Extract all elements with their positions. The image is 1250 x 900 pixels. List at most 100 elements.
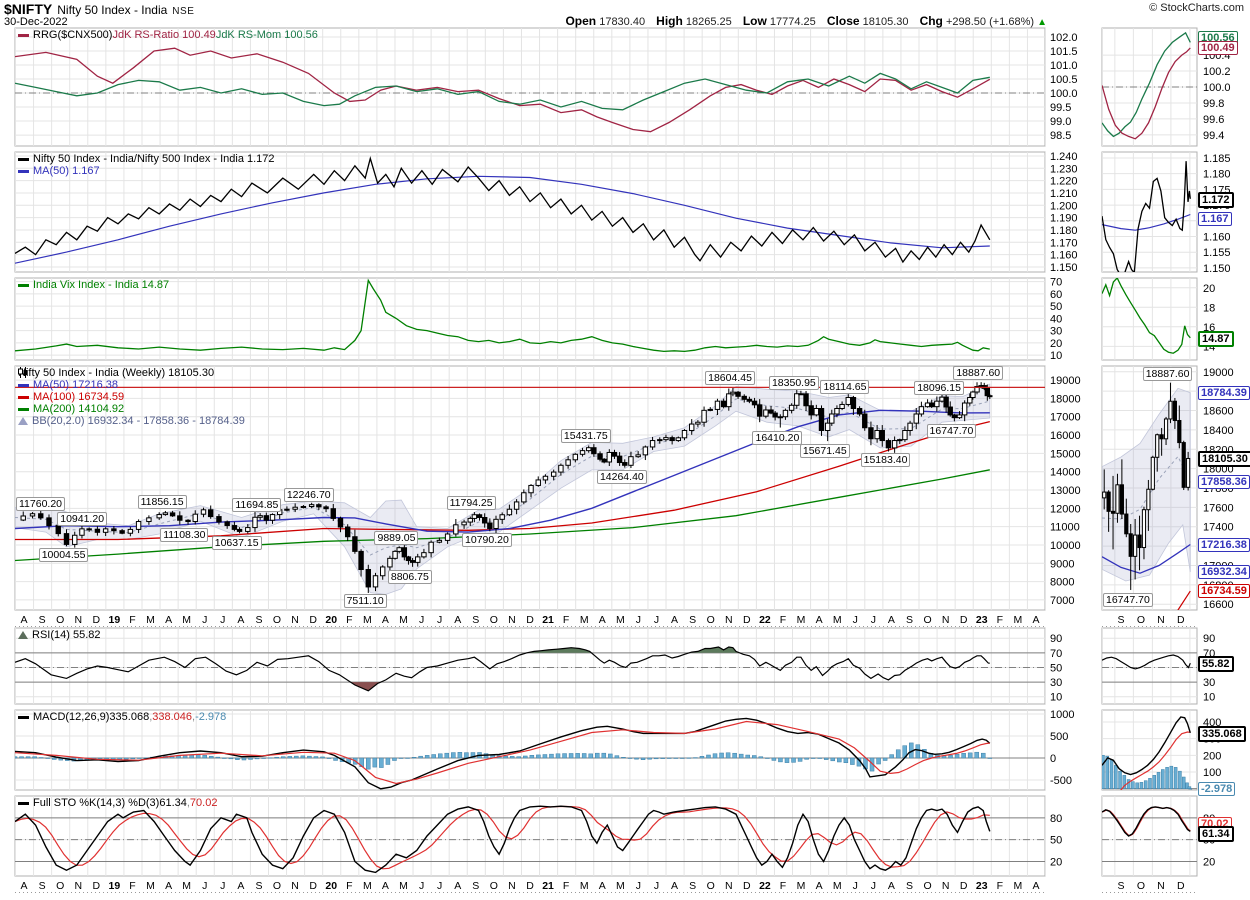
month-label: M (833, 880, 842, 892)
month-label: J (636, 880, 641, 892)
price-annotation: 8806.75 (387, 569, 432, 584)
month-label: J (437, 880, 442, 892)
month-label: O (273, 614, 281, 626)
axis-tick-label: 9000 (1050, 558, 1074, 570)
month-label: O (923, 614, 931, 626)
ohlc-row: Open 17830.40 High 18265.25 Low 17774.25… (557, 14, 1047, 28)
axis-callout: 100.56 (1198, 30, 1238, 45)
month-label: A (1032, 880, 1039, 892)
month-label: N (1157, 880, 1165, 892)
month-label: J (419, 880, 424, 892)
month-label: J (419, 614, 424, 626)
month-label: D (743, 880, 751, 892)
axis-tick-label: 1.180 (1050, 225, 1078, 237)
month-label: N (942, 614, 950, 626)
line-swatch-icon (18, 395, 29, 399)
panel-legend-price: Nifty 50 Index - India (Weekly) 18105.30… (18, 367, 245, 427)
month-label: D (960, 614, 968, 626)
month-label: J (654, 880, 659, 892)
month-label: M (580, 880, 589, 892)
month-label: O (56, 614, 64, 626)
axis-tick-label: 50 (1050, 835, 1062, 847)
legend-text: JdK RS-Mom 100.56 (215, 29, 318, 41)
line-swatch-icon (18, 169, 29, 173)
month-label: O (707, 880, 715, 892)
month-label: F (780, 614, 786, 626)
axis-tick-label: 98.5 (1050, 130, 1071, 142)
month-label: A (165, 880, 172, 892)
axis-tick-label: 100.2 (1203, 66, 1231, 78)
axis-tick-label: 1.160 (1203, 232, 1231, 244)
month-label: O (923, 880, 931, 892)
month-label: 22 (759, 880, 771, 892)
legend-text: JdK RS-Ratio 100.49 (112, 29, 216, 41)
price-annotation: 18887.60 (953, 366, 1004, 381)
axis-callout: 16932.34 (1198, 565, 1250, 579)
month-label: O (490, 614, 498, 626)
month-label: N (74, 880, 82, 892)
month-label: A (237, 614, 244, 626)
month-label: F (346, 880, 352, 892)
month-label: 21 (542, 614, 554, 626)
month-label: A (21, 614, 28, 626)
panel-legend-macd: MACD(12,26,9) 335.068, 338.046, -2.978 (18, 711, 226, 723)
legend-text: 61.34 (159, 797, 187, 809)
month-label: F (563, 880, 569, 892)
month-label: M (580, 614, 589, 626)
legend-text: 70.02 (189, 797, 218, 809)
legend-text: 335.068 (109, 711, 150, 723)
month-label: F (129, 880, 135, 892)
legend-text: 338.046 (152, 711, 193, 723)
axis-tick-label: 1000 (1050, 709, 1074, 721)
legend-text: , (149, 711, 153, 723)
candles-icon (18, 367, 28, 378)
month-label: F (997, 614, 1003, 626)
axis-tick-label: 17600 (1203, 502, 1234, 514)
month-label: N (74, 614, 82, 626)
month-label: S (1117, 880, 1124, 892)
month-label: F (129, 614, 135, 626)
line-swatch-icon (18, 407, 29, 411)
month-label: D (1177, 880, 1185, 892)
month-label: N (508, 880, 516, 892)
axis-tick-label: 1.180 (1203, 169, 1231, 181)
month-label: S (39, 880, 46, 892)
axis-tick-label: 20 (1203, 283, 1215, 295)
month-label: F (997, 880, 1003, 892)
band-swatch-icon (18, 631, 28, 639)
month-label: S (255, 880, 262, 892)
month-label: M (797, 614, 806, 626)
month-label: M (363, 880, 372, 892)
month-label: M (399, 880, 408, 892)
legend-text: -2.978 (195, 711, 227, 723)
price-annotation: 18604.45 (705, 371, 755, 386)
month-label: D (309, 880, 317, 892)
month-label: D (309, 614, 317, 626)
chg-label: Chg (919, 14, 943, 28)
month-label: J (202, 880, 207, 892)
axis-tick-label: 101.0 (1050, 60, 1078, 72)
month-label: S (906, 880, 913, 892)
axis-tick-label: 1.240 (1050, 151, 1078, 163)
month-label: M (833, 614, 842, 626)
open-value: 17830.40 (599, 16, 646, 28)
legend-text: MA(200) 14104.92 (33, 403, 125, 415)
symbol: $NIFTY (4, 1, 53, 17)
price-annotation: 7511.10 (343, 593, 387, 608)
axis-tick-label: 101.5 (1050, 46, 1078, 58)
month-label: 20 (325, 880, 337, 892)
price-annotation: 18887.60 (1142, 366, 1193, 381)
price-annotation: 9889.05 (374, 531, 419, 545)
month-label: S (906, 614, 913, 626)
month-label: M (399, 614, 408, 626)
exchange: NSE (172, 6, 195, 17)
axis-tick-label: 99.6 (1203, 114, 1224, 126)
close-value: 18105.30 (862, 16, 909, 28)
month-label: S (689, 614, 696, 626)
month-label: 20 (325, 614, 337, 626)
month-label: M (1014, 880, 1023, 892)
month-label: J (853, 614, 858, 626)
high-value: 18265.25 (685, 16, 732, 28)
low-label: Low (742, 14, 767, 28)
